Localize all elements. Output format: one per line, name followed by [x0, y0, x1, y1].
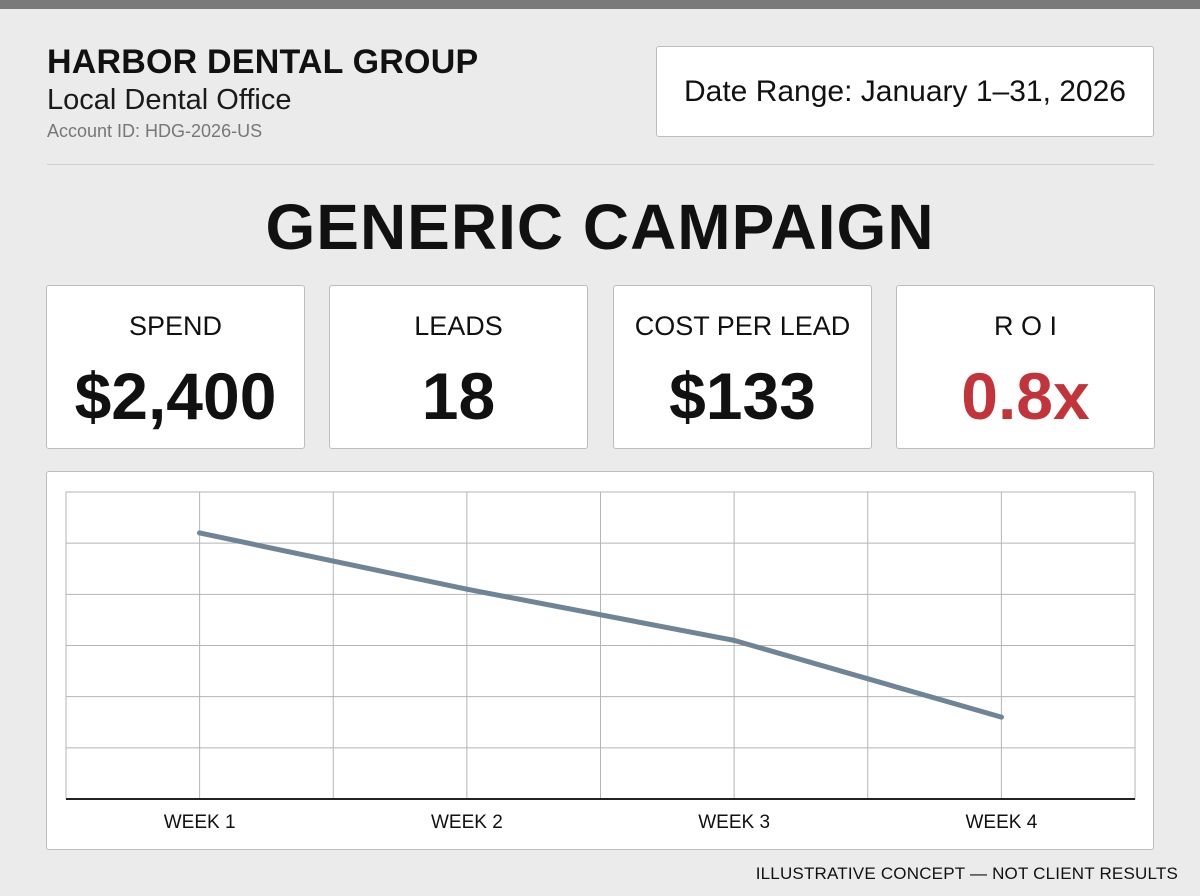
- kpi-value: $133: [669, 359, 816, 433]
- series-point: [998, 714, 1004, 720]
- kpi-card-cost-per-lead: COST PER LEAD $133: [613, 285, 872, 449]
- series-line: [197, 530, 1004, 720]
- kpi-card-leads: LEADS 18: [329, 285, 588, 449]
- company-name: HARBOR DENTAL GROUP: [47, 43, 479, 81]
- series-point: [464, 586, 470, 592]
- kpi-label: R O I: [993, 311, 1057, 341]
- x-tick-label: WEEK 2: [431, 812, 503, 833]
- footer-disclaimer: ILLUSTRATIVE CONCEPT — NOT CLIENT RESULT…: [755, 864, 1178, 883]
- kpi-value: 18: [421, 359, 496, 433]
- kpi-value: 0.8x: [961, 359, 1090, 433]
- kpi-label: LEADS: [414, 311, 503, 341]
- kpi-label: COST PER LEAD: [634, 311, 851, 341]
- series-point: [731, 637, 737, 643]
- x-tick-label: WEEK 1: [164, 812, 236, 833]
- account-id: Account ID: HDG-2026-US: [47, 121, 263, 141]
- kpi-label: SPEND: [128, 311, 223, 341]
- campaign-title: GENERIC CAMPAIGN: [265, 191, 935, 263]
- top-accent-bar: [0, 0, 1200, 9]
- x-tick-label: WEEK 3: [698, 812, 770, 833]
- account-header: HARBOR DENTAL GROUP Local Dental Office …: [47, 42, 478, 144]
- kpi-value: $2,400: [74, 359, 277, 433]
- date-range-box: Date Range: January 1–31, 2026: [656, 46, 1154, 137]
- office-type: Local Dental Office: [47, 84, 292, 116]
- trend-chart-card: WEEK 1 WEEK 2 WEEK 3 WEEK 4: [46, 471, 1154, 850]
- kpi-card-spend: SPEND $2,400: [46, 285, 305, 449]
- trend-chart: WEEK 1 WEEK 2 WEEK 3 WEEK 4: [65, 491, 1136, 833]
- header-divider: [47, 164, 1154, 165]
- series-point: [197, 530, 203, 536]
- kpi-card-roi: R O I 0.8x: [896, 285, 1155, 449]
- x-tick-label: WEEK 4: [965, 812, 1037, 833]
